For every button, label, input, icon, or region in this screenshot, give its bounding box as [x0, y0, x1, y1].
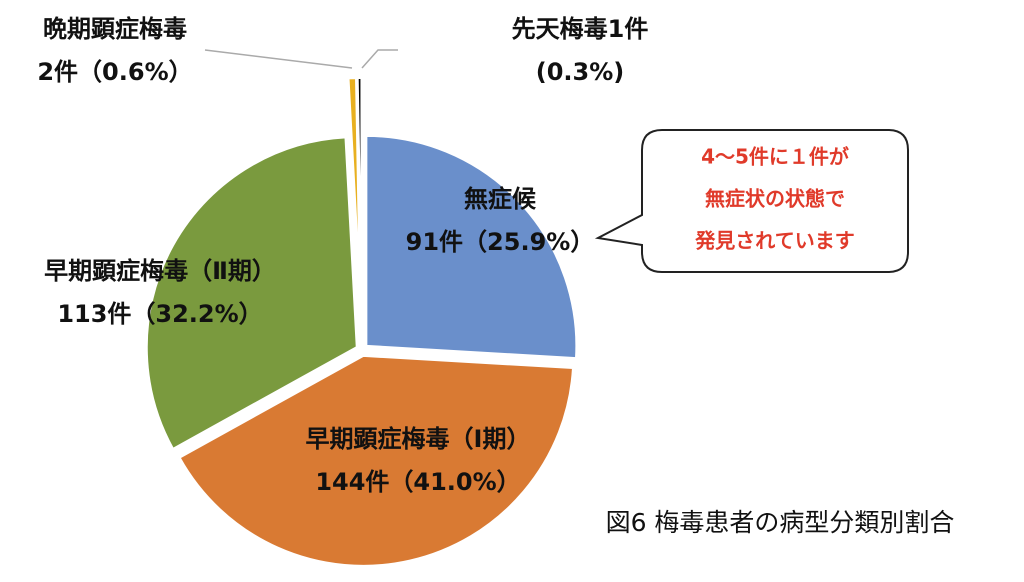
pie-slice — [178, 354, 575, 567]
annotation-text: 4〜5件に１件が — [701, 145, 849, 169]
pie-slice — [347, 77, 361, 289]
slice-label: 無症候 — [464, 185, 537, 213]
annotation-text: 無症状の状態で — [705, 187, 845, 211]
slice-label: 144件（41.0%） — [315, 468, 520, 496]
annotation-text: 発見されています — [694, 229, 854, 253]
callout-box — [594, 129, 909, 273]
slice-label: 113件（32.2%） — [57, 300, 262, 328]
slice-label: 早期顕症梅毒（Ⅱ期） — [44, 257, 276, 285]
caption: 図6 梅毒患者の病型分類別割合 — [606, 508, 955, 537]
leader-line — [204, 49, 353, 69]
slice-label: 先天梅毒1件 — [512, 15, 649, 43]
pie-slice — [365, 134, 578, 360]
slice-label: 早期顕症梅毒（Ⅰ期） — [306, 425, 531, 453]
pie-slice — [356, 77, 363, 289]
leader-line — [361, 49, 398, 69]
slice-label: 91件（25.9%） — [406, 228, 595, 256]
slice-label: (0.3%) — [536, 58, 625, 86]
slice-label: 2件（0.6%） — [37, 58, 192, 86]
pie-slice — [145, 136, 358, 451]
slice-label: 晩期顕症梅毒 — [43, 15, 187, 43]
